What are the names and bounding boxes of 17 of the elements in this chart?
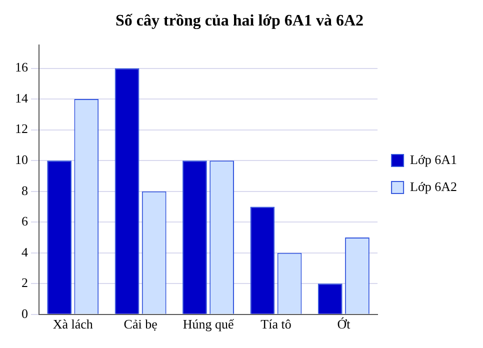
legend-label: Lớp 6A1 — [410, 152, 458, 167]
x-tick-label: Xà lách — [52, 316, 94, 332]
y-tick-label: 12 — [15, 121, 28, 136]
y-tick-label: 14 — [15, 90, 28, 106]
x-tick-label: Tía tô — [260, 316, 292, 332]
chart-title: Số cây trồng của hai lớp 6A1 và 6A2 — [116, 12, 364, 30]
y-tick-label: 4 — [22, 244, 28, 260]
y-tick-label: 0 — [22, 306, 28, 321]
y-tick-label: 2 — [22, 275, 28, 290]
y-tick-label: 16 — [15, 60, 28, 75]
y-tick-label: 6 — [22, 214, 28, 229]
x-tick-label: Húng quế — [182, 316, 235, 332]
x-tick-label: Cải bẹ — [124, 316, 158, 332]
x-tick-label: Ớt — [337, 316, 351, 332]
y-tick-label: 8 — [22, 182, 28, 198]
y-tick-label: 10 — [15, 152, 28, 167]
legend-label: Lớp 6A2 — [410, 178, 458, 194]
